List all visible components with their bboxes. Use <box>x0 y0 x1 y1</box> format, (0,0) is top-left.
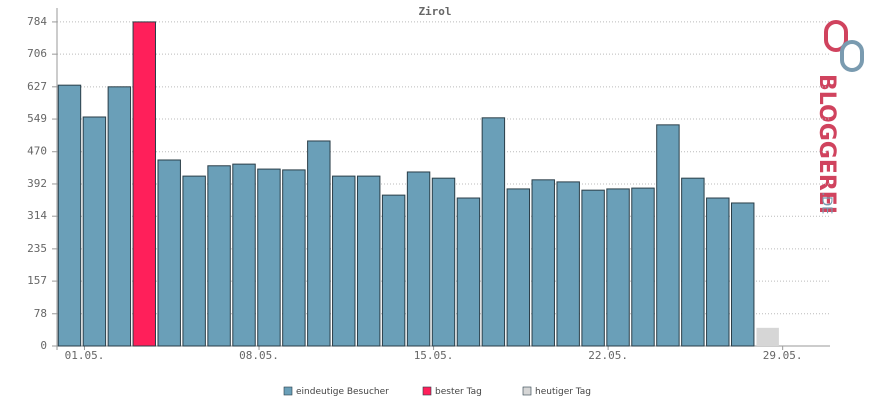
bar <box>606 188 630 347</box>
bar <box>531 179 555 347</box>
legend-swatch <box>422 386 432 396</box>
bar <box>556 181 580 347</box>
logo-domain: .DE <box>819 192 834 214</box>
y-tick-label: 627 <box>27 80 47 93</box>
x-tick-label: 01.05. <box>65 349 105 362</box>
x-tick-label: 29.05. <box>763 349 803 362</box>
y-tick-label: 157 <box>27 274 47 287</box>
bar <box>207 165 231 347</box>
bar <box>456 197 481 347</box>
bar <box>656 124 680 347</box>
legend-swatch <box>283 386 293 396</box>
y-tick-label: 784 <box>27 15 47 28</box>
y-tick-label: 0 <box>40 339 47 352</box>
x-tick-label: 22.05. <box>588 349 628 362</box>
logo-text: BLOGGEREI <box>814 74 839 214</box>
bar <box>107 86 132 347</box>
y-tick-label: 314 <box>27 209 47 222</box>
logo-icon <box>840 40 864 73</box>
bar <box>332 175 356 347</box>
bar <box>132 21 156 347</box>
logo: BLOGGEREI .DE <box>814 20 864 214</box>
bar <box>506 188 531 347</box>
bar <box>731 202 755 347</box>
y-tick-label: 470 <box>27 145 47 158</box>
bar <box>182 175 206 347</box>
bar <box>431 177 456 347</box>
x-tick-label: 15.05. <box>414 349 454 362</box>
bar <box>581 189 605 347</box>
bar <box>631 187 655 347</box>
bar <box>356 175 381 347</box>
bar <box>307 140 331 347</box>
bar <box>257 168 281 347</box>
y-tick-label: 78 <box>34 307 47 320</box>
x-tick-label: 08.05. <box>239 349 279 362</box>
chart-title: Zirol <box>418 5 451 18</box>
bar <box>282 169 306 347</box>
bar <box>381 194 406 347</box>
y-tick-label: 235 <box>27 242 47 255</box>
y-tick-label: 392 <box>27 177 47 190</box>
legend-swatch <box>522 386 532 396</box>
y-tick-label: 549 <box>27 112 47 125</box>
bar <box>481 117 506 347</box>
bar <box>406 171 431 347</box>
legend-label: bester Tag <box>435 387 482 397</box>
bar <box>681 177 705 347</box>
bar <box>82 116 107 347</box>
bar <box>756 327 779 346</box>
legend-label: heutiger Tag <box>535 387 591 397</box>
legend-label: eindeutige Besucher <box>296 387 389 397</box>
y-tick-label: 706 <box>27 47 47 60</box>
bar <box>706 197 730 347</box>
bar <box>57 84 82 347</box>
bar <box>232 163 256 347</box>
bar <box>157 159 181 347</box>
